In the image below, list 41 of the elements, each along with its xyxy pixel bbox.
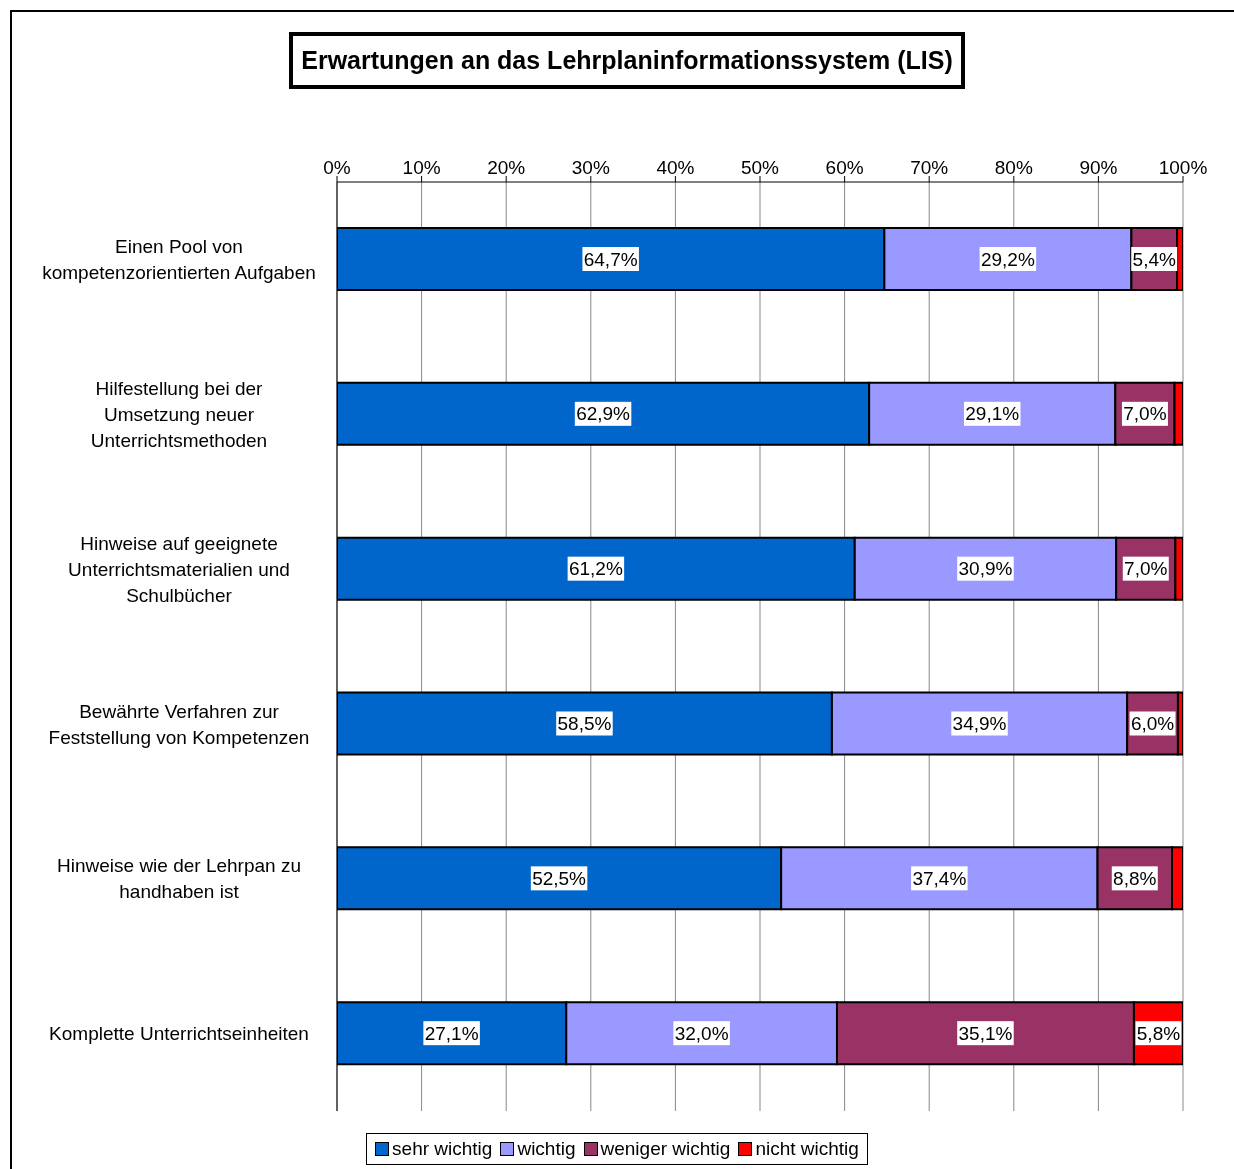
data-label: 52,5% — [532, 867, 587, 889]
y-tick-label: Hinweise wie der Lehrpan zu handhaben ist — [57, 855, 301, 903]
legend-label: weniger wichtig — [599, 1138, 731, 1160]
x-tick-label: 100% — [1158, 157, 1208, 178]
data-label: 5,4% — [1132, 248, 1176, 270]
legend-label: sehr wichtig — [391, 1138, 493, 1160]
legend-label: wichtig — [516, 1138, 576, 1160]
data-label: 32,0% — [674, 1022, 729, 1044]
y-tick-label: Bewährte Verfahren zur Feststellung von Kompetenzen — [48, 700, 310, 748]
x-tick-label: 0% — [323, 157, 351, 178]
chart-title: Erwartungen an das Lehrplaninformationssystem (LIS) — [289, 32, 965, 89]
data-label: 58,5% — [557, 713, 612, 735]
data-label: 34,9% — [952, 713, 1007, 735]
data-label: 30,9% — [958, 558, 1013, 580]
x-tick-label: 90% — [1079, 157, 1118, 178]
legend-label: nicht wichtig — [754, 1138, 859, 1160]
data-label: 7,0% — [1123, 403, 1167, 425]
x-tick-label: 10% — [402, 157, 441, 178]
data-label: 35,1% — [958, 1022, 1013, 1044]
data-label: 29,2% — [980, 248, 1035, 270]
x-tick-label: 20% — [487, 157, 526, 178]
y-tick-label: Hinweise auf geeignete Unterrichtsmaterialien und Schulbücher — [68, 532, 290, 606]
data-label: 27,1% — [424, 1022, 479, 1044]
y-tick-label: Komplette Unterrichtseinheiten — [49, 1023, 309, 1045]
data-label: 7,0% — [1124, 558, 1168, 580]
x-tick-label: 70% — [910, 157, 949, 178]
data-label: 62,9% — [576, 403, 631, 425]
data-label: 6,0% — [1130, 713, 1175, 735]
y-tick-label: Hilfestellung bei der Umsetzung neuer Unterrichtsmethoden — [90, 377, 268, 451]
data-label: 8,8% — [1113, 867, 1157, 889]
data-label: 64,7% — [583, 248, 638, 270]
x-tick-label: 40% — [656, 157, 695, 178]
x-tick-label: 80% — [994, 157, 1033, 178]
data-label: 61,2% — [568, 558, 623, 580]
x-tick-label: 30% — [571, 157, 610, 178]
data-label: 37,4% — [912, 867, 967, 889]
y-tick-label: Einen Pool von kompetenzorientierten Aufgaben — [42, 236, 316, 284]
x-tick-label: 60% — [825, 157, 864, 178]
data-label: 29,1% — [965, 403, 1020, 425]
data-label: 5,8% — [1136, 1022, 1181, 1044]
x-tick-label: 50% — [740, 157, 780, 178]
